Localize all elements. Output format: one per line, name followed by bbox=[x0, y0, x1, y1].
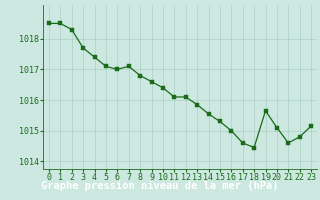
Text: Graphe pression niveau de la mer (hPa): Graphe pression niveau de la mer (hPa) bbox=[41, 180, 279, 191]
